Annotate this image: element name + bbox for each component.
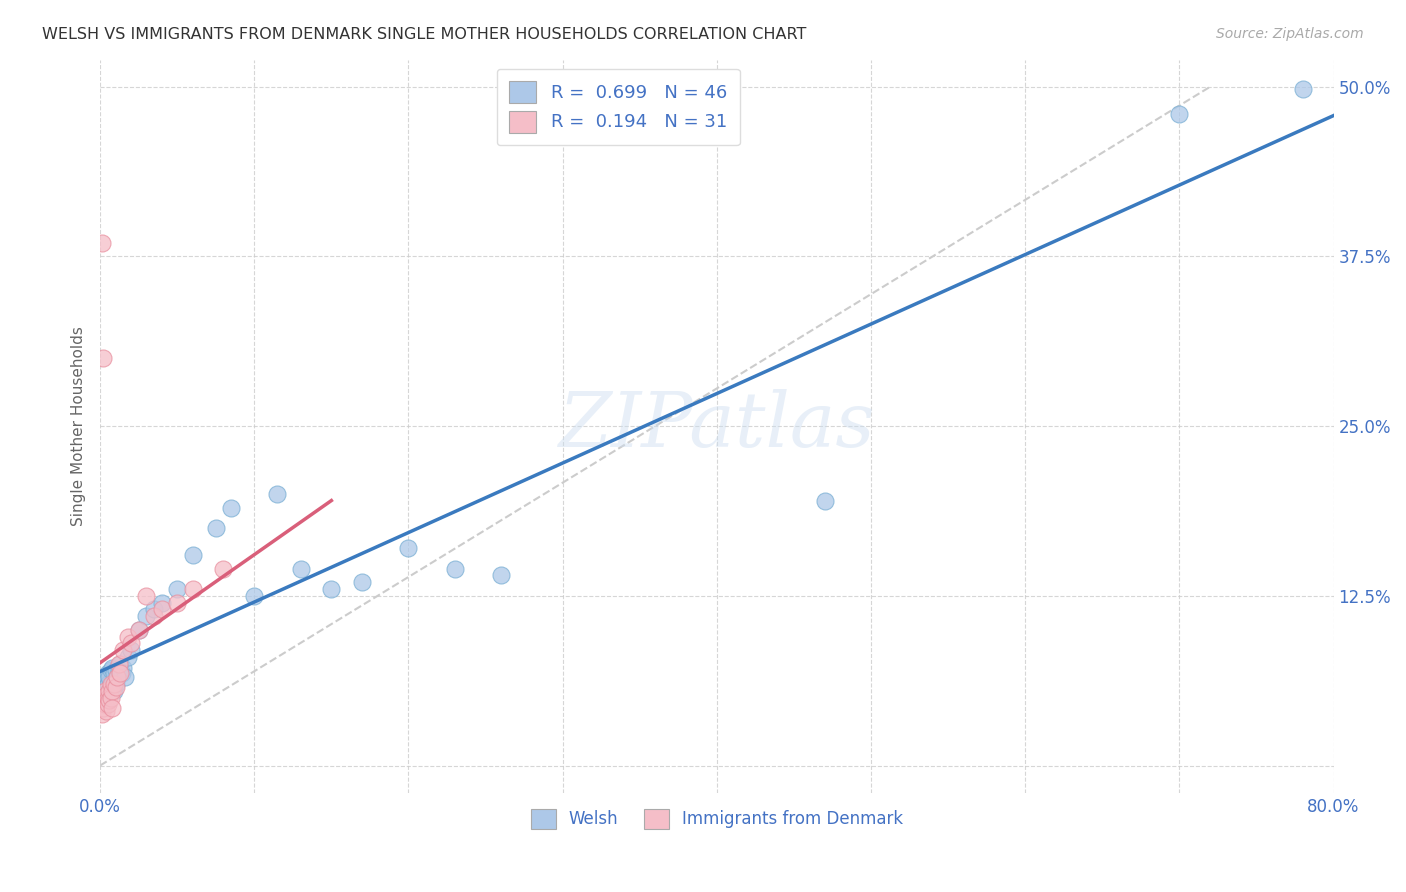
Point xyxy=(94,670,117,684)
Point xyxy=(90,698,112,712)
Point xyxy=(98,683,121,698)
Point xyxy=(117,649,139,664)
Point xyxy=(120,643,142,657)
Point xyxy=(90,680,112,694)
Point xyxy=(135,589,157,603)
Point xyxy=(96,704,118,718)
Point xyxy=(103,666,125,681)
Point xyxy=(128,623,150,637)
Point xyxy=(107,664,129,678)
Point xyxy=(101,683,124,698)
Point xyxy=(103,677,125,691)
Point xyxy=(181,548,204,562)
Point xyxy=(166,582,188,596)
Point xyxy=(219,500,242,515)
Point xyxy=(108,666,131,681)
Text: Source: ZipAtlas.com: Source: ZipAtlas.com xyxy=(1216,27,1364,41)
Text: WELSH VS IMMIGRANTS FROM DENMARK SINGLE MOTHER HOUSEHOLDS CORRELATION CHART: WELSH VS IMMIGRANTS FROM DENMARK SINGLE … xyxy=(42,27,807,42)
Point xyxy=(98,683,121,698)
Point xyxy=(398,541,420,556)
Point xyxy=(104,677,127,691)
Point xyxy=(101,677,124,691)
Point xyxy=(166,596,188,610)
Point xyxy=(112,661,135,675)
Point xyxy=(97,698,120,712)
Point xyxy=(91,690,114,705)
Point xyxy=(100,680,122,694)
Point xyxy=(90,235,112,250)
Point xyxy=(243,589,266,603)
Point xyxy=(108,657,131,671)
Point xyxy=(94,698,117,712)
Legend: Welsh, Immigrants from Denmark: Welsh, Immigrants from Denmark xyxy=(524,802,910,836)
Point xyxy=(91,351,114,366)
Point xyxy=(204,521,226,535)
Point xyxy=(100,664,122,678)
Point xyxy=(814,493,837,508)
Point xyxy=(150,596,173,610)
Point xyxy=(107,657,129,671)
Point xyxy=(94,683,117,698)
Point xyxy=(105,670,128,684)
Point xyxy=(120,636,142,650)
Point xyxy=(143,609,166,624)
Point xyxy=(96,688,118,702)
Point xyxy=(135,609,157,624)
Point xyxy=(97,690,120,705)
Point xyxy=(98,670,121,684)
Point xyxy=(111,666,134,681)
Y-axis label: Single Mother Households: Single Mother Households xyxy=(72,326,86,526)
Point xyxy=(97,677,120,691)
Point xyxy=(114,670,136,684)
Point xyxy=(94,690,117,705)
Point xyxy=(91,677,114,691)
Point xyxy=(112,643,135,657)
Point xyxy=(101,661,124,675)
Point xyxy=(101,701,124,715)
Point xyxy=(290,562,312,576)
Point xyxy=(96,680,118,694)
Point xyxy=(321,582,343,596)
Point xyxy=(103,683,125,698)
Point xyxy=(100,677,122,691)
Point xyxy=(105,670,128,684)
Point xyxy=(91,683,114,698)
Point xyxy=(128,623,150,637)
Point xyxy=(90,706,112,721)
Point xyxy=(91,701,114,715)
Point xyxy=(100,690,122,705)
Point xyxy=(117,630,139,644)
Point xyxy=(352,575,374,590)
Point xyxy=(97,666,120,681)
Text: ZIPatlas: ZIPatlas xyxy=(558,389,875,463)
Point xyxy=(143,602,166,616)
Point xyxy=(266,487,288,501)
Point xyxy=(181,582,204,596)
Point xyxy=(104,680,127,694)
Point xyxy=(443,562,465,576)
Point xyxy=(489,568,512,582)
Point xyxy=(212,562,235,576)
Point xyxy=(96,673,118,687)
Point xyxy=(1292,82,1315,96)
Point xyxy=(104,664,127,678)
Point xyxy=(150,602,173,616)
Point xyxy=(1168,107,1191,121)
Point xyxy=(98,693,121,707)
